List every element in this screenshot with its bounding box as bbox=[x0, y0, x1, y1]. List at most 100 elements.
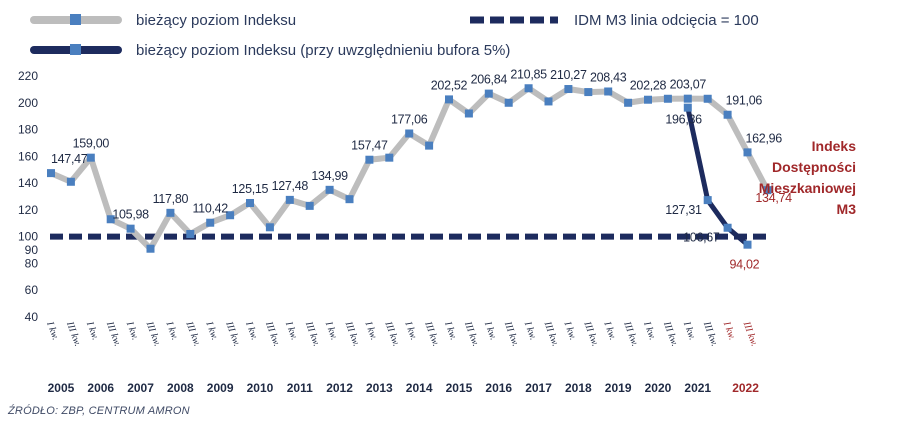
series2-point bbox=[743, 240, 752, 249]
x-quarter-label: I kw. bbox=[283, 319, 300, 341]
x-quarter-label: III kw. bbox=[183, 319, 202, 348]
series1-point bbox=[663, 94, 672, 103]
series1-point bbox=[644, 95, 652, 104]
series1-point bbox=[47, 169, 55, 178]
series1-point bbox=[385, 153, 394, 162]
series1-data-label: 110,42 bbox=[192, 202, 228, 216]
series1-point bbox=[584, 88, 593, 97]
series1-data-label: 177,06 bbox=[391, 112, 428, 126]
series1-point bbox=[246, 198, 254, 207]
series1-point bbox=[624, 98, 633, 107]
series2-point bbox=[723, 223, 732, 232]
series1-point bbox=[345, 195, 354, 204]
x-quarter-label: I kw. bbox=[561, 319, 578, 341]
x-quarter-label: III kw. bbox=[303, 319, 322, 348]
series1-data-label: 206,84 bbox=[471, 73, 508, 87]
series2-data-label: 106,67 bbox=[683, 231, 720, 245]
x-quarter-label: III kw. bbox=[740, 319, 759, 348]
x-year-label: 2008 bbox=[167, 381, 194, 395]
series1-data-label: 191,06 bbox=[726, 94, 763, 108]
x-year-label: 2021 bbox=[684, 381, 711, 395]
x-quarter-label: III kw. bbox=[462, 319, 481, 348]
y-tick-label: 120 bbox=[18, 203, 38, 217]
legend-series1: bieżący poziom Indeksu bbox=[30, 10, 296, 30]
legend-series2-swatch bbox=[30, 40, 122, 60]
legend-series1-swatch bbox=[30, 10, 122, 30]
series1-data-label: 203,07 bbox=[670, 78, 707, 92]
source-note: ŹRÓDŁO: ZBP, CENTRUM AMRON bbox=[8, 405, 190, 417]
series1-point bbox=[325, 185, 334, 194]
legend-series1-label: bieżący poziom Indeksu bbox=[136, 11, 297, 29]
x-year-label: 2007 bbox=[127, 381, 154, 395]
series1-point bbox=[146, 244, 155, 253]
series1-point bbox=[305, 201, 314, 210]
x-quarter-label: I kw. bbox=[641, 319, 658, 341]
series1-data-label: 208,43 bbox=[590, 70, 627, 84]
x-quarter-label: I kw. bbox=[322, 319, 339, 341]
series1-point bbox=[763, 186, 772, 195]
x-year-label: 2018 bbox=[565, 381, 592, 395]
x-year-label: 2005 bbox=[48, 381, 75, 395]
x-quarter-label: III kw. bbox=[581, 319, 600, 348]
x-year-label: 2022 bbox=[732, 381, 759, 395]
legend-cutoff-swatch bbox=[468, 10, 560, 30]
x-quarter-label: I kw. bbox=[44, 319, 61, 341]
series1-point bbox=[604, 87, 613, 96]
y-tick-label: 60 bbox=[25, 283, 39, 297]
legend-cutoff-label: IDM M3 linia odcięcia = 100 bbox=[574, 11, 759, 29]
x-quarter-label: III kw. bbox=[382, 319, 401, 348]
series2-data-label: 94,02 bbox=[730, 258, 760, 272]
x-quarter-label: I kw. bbox=[84, 319, 101, 341]
series1-data-label: 210,27 bbox=[550, 68, 587, 82]
series1-point bbox=[365, 155, 374, 164]
series1-data-label: 134,74 bbox=[755, 191, 792, 205]
y-tick-label: 160 bbox=[18, 149, 38, 163]
x-quarter-label: III kw. bbox=[104, 319, 123, 348]
series1-point bbox=[464, 109, 473, 118]
side-note: Indeks Dostępności Mieszkaniowej M3 bbox=[746, 136, 856, 220]
x-year-label: 2006 bbox=[87, 381, 114, 395]
x-quarter-label: I kw. bbox=[720, 319, 737, 341]
series1-point bbox=[703, 94, 712, 103]
y-tick-label: 100 bbox=[18, 230, 38, 244]
series2-line bbox=[685, 107, 750, 247]
series1-point bbox=[126, 224, 135, 233]
x-quarter-label: III kw. bbox=[223, 319, 242, 348]
series2-point bbox=[703, 196, 712, 205]
series1-point bbox=[544, 97, 553, 106]
x-quarter-label: III kw. bbox=[263, 319, 282, 348]
y-tick-label: 140 bbox=[18, 176, 38, 190]
series1-point bbox=[86, 153, 95, 162]
series1-data-label: 127,48 bbox=[272, 179, 309, 193]
series2-point bbox=[683, 103, 692, 112]
series1-data-label: 159,00 bbox=[73, 137, 110, 151]
legend-series2: bieżący poziom Indeksu (przy uwzględnien… bbox=[30, 40, 510, 60]
x-year-label: 2011 bbox=[287, 381, 313, 395]
legend: bieżący poziom Indeksu bieżący poziom In… bbox=[0, 8, 900, 68]
x-quarter-label: III kw. bbox=[541, 319, 560, 348]
series1-point bbox=[66, 177, 75, 186]
y-tick-label: 80 bbox=[25, 256, 39, 270]
x-quarter-label: III kw. bbox=[143, 319, 162, 348]
series1-point bbox=[186, 229, 195, 238]
series2-data-label: 196,36 bbox=[665, 113, 702, 127]
side-note-line-4: M3 bbox=[836, 201, 856, 217]
series1-point bbox=[106, 215, 115, 224]
x-quarter-label: I kw. bbox=[601, 319, 618, 341]
series1-point bbox=[206, 218, 215, 227]
series1-data-label: 117,80 bbox=[153, 192, 189, 206]
y-tick-label: 90 bbox=[25, 243, 39, 257]
x-year-label: 2014 bbox=[406, 381, 433, 395]
x-quarter-label: I kw. bbox=[442, 319, 459, 341]
legend-series2-label: bieżący poziom Indeksu (przy uwzględnien… bbox=[136, 41, 511, 59]
legend-cutoff: IDM M3 linia odcięcia = 100 bbox=[468, 10, 759, 30]
series1-point bbox=[524, 84, 533, 93]
x-year-label: 2016 bbox=[485, 381, 512, 395]
x-quarter-label: I kw. bbox=[362, 319, 379, 341]
x-quarter-label: III kw. bbox=[621, 319, 640, 348]
y-tick-label: 40 bbox=[25, 310, 39, 324]
series1-data-label: 125,15 bbox=[232, 182, 269, 196]
series1-data-label: 202,52 bbox=[431, 78, 468, 92]
x-year-label: 2015 bbox=[446, 381, 473, 395]
series1-data-label: 157,47 bbox=[351, 139, 388, 153]
